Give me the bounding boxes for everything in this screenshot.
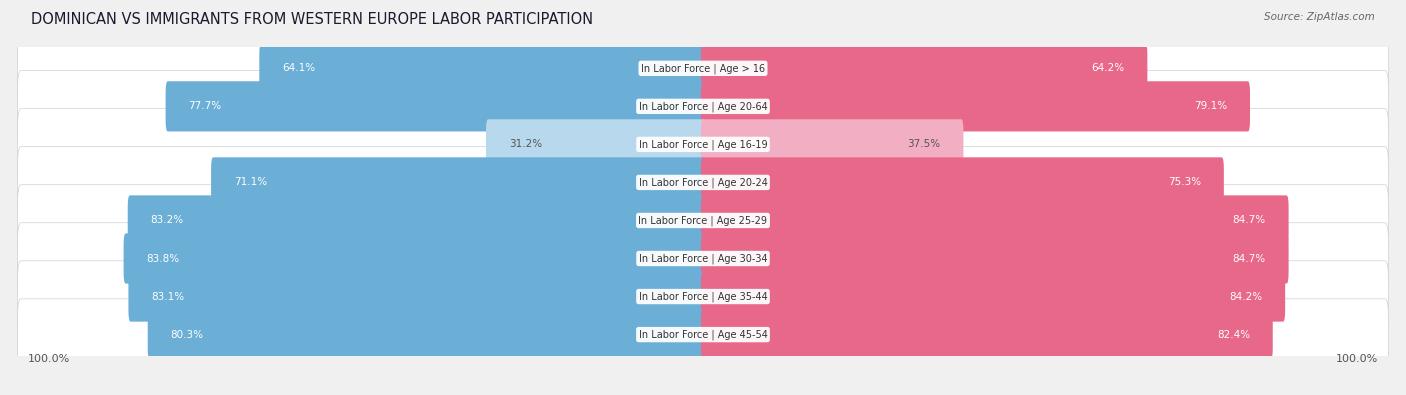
Text: 80.3%: 80.3% xyxy=(170,329,204,340)
FancyBboxPatch shape xyxy=(702,157,1223,207)
Text: 84.7%: 84.7% xyxy=(1233,254,1265,263)
Text: 77.7%: 77.7% xyxy=(188,102,222,111)
Text: 79.1%: 79.1% xyxy=(1194,102,1227,111)
Text: Source: ZipAtlas.com: Source: ZipAtlas.com xyxy=(1264,12,1375,22)
FancyBboxPatch shape xyxy=(702,196,1289,246)
Text: 83.1%: 83.1% xyxy=(152,292,184,301)
Text: 31.2%: 31.2% xyxy=(509,139,541,149)
FancyBboxPatch shape xyxy=(17,261,1389,332)
FancyBboxPatch shape xyxy=(17,299,1389,371)
FancyBboxPatch shape xyxy=(17,71,1389,142)
FancyBboxPatch shape xyxy=(702,271,1285,322)
FancyBboxPatch shape xyxy=(702,233,1289,284)
Text: In Labor Force | Age > 16: In Labor Force | Age > 16 xyxy=(641,63,765,73)
FancyBboxPatch shape xyxy=(17,185,1389,256)
FancyBboxPatch shape xyxy=(702,81,1250,132)
Text: 64.2%: 64.2% xyxy=(1091,63,1125,73)
Text: 64.1%: 64.1% xyxy=(283,63,315,73)
Text: 82.4%: 82.4% xyxy=(1218,329,1250,340)
FancyBboxPatch shape xyxy=(128,271,704,322)
Text: In Labor Force | Age 30-34: In Labor Force | Age 30-34 xyxy=(638,253,768,264)
Text: In Labor Force | Age 45-54: In Labor Force | Age 45-54 xyxy=(638,329,768,340)
Text: 84.7%: 84.7% xyxy=(1233,215,1265,226)
FancyBboxPatch shape xyxy=(17,109,1389,180)
Text: 100.0%: 100.0% xyxy=(28,354,70,364)
Text: 83.2%: 83.2% xyxy=(150,215,184,226)
FancyBboxPatch shape xyxy=(702,119,963,169)
FancyBboxPatch shape xyxy=(166,81,704,132)
FancyBboxPatch shape xyxy=(211,157,704,207)
Text: In Labor Force | Age 20-24: In Labor Force | Age 20-24 xyxy=(638,177,768,188)
FancyBboxPatch shape xyxy=(702,309,1272,360)
Text: 37.5%: 37.5% xyxy=(907,139,941,149)
FancyBboxPatch shape xyxy=(148,309,704,360)
Text: In Labor Force | Age 25-29: In Labor Force | Age 25-29 xyxy=(638,215,768,226)
Text: 100.0%: 100.0% xyxy=(1336,354,1378,364)
FancyBboxPatch shape xyxy=(702,43,1147,94)
Text: In Labor Force | Age 16-19: In Labor Force | Age 16-19 xyxy=(638,139,768,150)
FancyBboxPatch shape xyxy=(486,119,704,169)
Text: In Labor Force | Age 35-44: In Labor Force | Age 35-44 xyxy=(638,291,768,302)
Text: 83.8%: 83.8% xyxy=(146,254,180,263)
FancyBboxPatch shape xyxy=(128,196,704,246)
FancyBboxPatch shape xyxy=(17,223,1389,294)
Text: 75.3%: 75.3% xyxy=(1168,177,1201,188)
Text: In Labor Force | Age 20-64: In Labor Force | Age 20-64 xyxy=(638,101,768,112)
FancyBboxPatch shape xyxy=(17,147,1389,218)
Text: DOMINICAN VS IMMIGRANTS FROM WESTERN EUROPE LABOR PARTICIPATION: DOMINICAN VS IMMIGRANTS FROM WESTERN EUR… xyxy=(31,12,593,27)
Text: 84.2%: 84.2% xyxy=(1229,292,1263,301)
FancyBboxPatch shape xyxy=(124,233,704,284)
FancyBboxPatch shape xyxy=(259,43,704,94)
Text: 71.1%: 71.1% xyxy=(233,177,267,188)
FancyBboxPatch shape xyxy=(17,32,1389,104)
